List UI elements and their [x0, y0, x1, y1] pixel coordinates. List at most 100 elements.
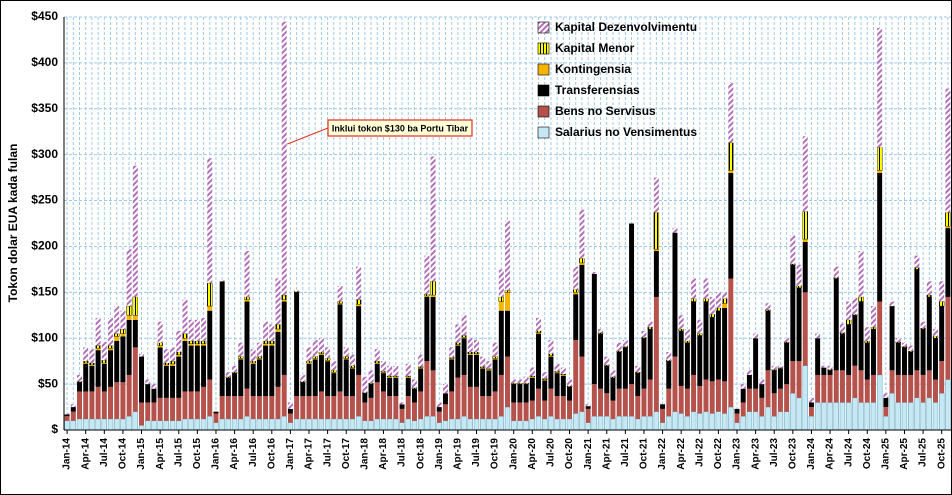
bar-segment [678, 328, 684, 332]
bar-segment [107, 418, 114, 431]
bar-segment [95, 318, 101, 346]
bar-segment [895, 341, 901, 344]
bar-segment [864, 402, 870, 431]
bar-segment [318, 353, 324, 355]
bar-segment [194, 343, 200, 346]
bar-segment [728, 278, 734, 408]
bar-segment [324, 358, 331, 361]
bar-segment [318, 391, 324, 419]
bar-segment [306, 347, 312, 362]
bar-segment [108, 386, 114, 419]
bar-segment [145, 402, 151, 421]
bar-segment [269, 340, 275, 344]
bar-segment [120, 336, 126, 383]
bar-segment [455, 418, 461, 431]
bar-segment [926, 397, 932, 431]
bar-segment [560, 396, 566, 419]
bar-segment [176, 420, 182, 431]
bar-segment [287, 402, 293, 409]
bar-segment [120, 418, 126, 431]
bar-segment [331, 373, 337, 397]
bar-segment [182, 340, 188, 392]
bar-segment [858, 296, 864, 302]
x-tick-label: Jan-17 [285, 438, 296, 470]
bar-segment [64, 414, 70, 417]
bar-segment [926, 281, 932, 296]
bar-segment [777, 368, 783, 389]
bar-segment [256, 356, 263, 359]
bar-segment [380, 373, 386, 392]
bar-segment [839, 332, 846, 334]
bar-segment [746, 370, 752, 375]
bar-segment [275, 329, 281, 332]
bar-segment [318, 351, 325, 355]
bar-segment [343, 347, 349, 357]
bar-segment [300, 396, 306, 419]
bar-segment [653, 411, 660, 431]
bar-segment [281, 374, 287, 417]
bar-segment [238, 418, 244, 431]
bar-segment [771, 365, 777, 370]
bar-segment [796, 397, 802, 431]
bar-segment [331, 370, 337, 373]
x-tick-label: Apr-22 [676, 438, 687, 470]
bar-segment [430, 156, 436, 282]
bar-segment [864, 379, 870, 403]
bar-segment [263, 321, 269, 341]
x-tick-label: Oct-16 [266, 438, 277, 470]
bar-segment [877, 301, 883, 375]
bar-segment [108, 318, 114, 346]
bar-segment [436, 411, 442, 423]
bar-segment [591, 272, 597, 274]
x-tick-label: Oct-21 [639, 438, 650, 470]
bar-segment [647, 321, 653, 328]
bar-segment [647, 416, 653, 431]
y-tick-label: $450 [31, 9, 58, 23]
bar-segment [914, 370, 920, 398]
bar-segment [207, 310, 213, 380]
bar-segment [250, 418, 256, 431]
bar-segment [225, 372, 231, 377]
x-tick-label: Oct-23 [787, 438, 798, 470]
bar-segment [101, 363, 107, 392]
bar-segment [715, 411, 722, 431]
bar-segment [591, 416, 598, 431]
bar-segment [430, 281, 436, 296]
bar-segment [505, 292, 510, 311]
bar-segment [895, 342, 901, 375]
bar-segment [374, 363, 380, 383]
bar-segment [784, 384, 790, 412]
bar-segment [523, 420, 529, 431]
bar-segment [684, 329, 690, 341]
bar-segment [163, 365, 169, 398]
bar-segment [567, 400, 573, 419]
bar-segment [200, 418, 207, 431]
bar-segment [442, 404, 448, 421]
bar-segment [932, 402, 939, 431]
bar-segment [926, 370, 932, 398]
bar-segment [300, 418, 306, 431]
bar-segment [542, 400, 548, 419]
bar-segment [182, 333, 188, 339]
bar-segment [393, 365, 399, 376]
bar-segment [194, 345, 200, 392]
bar-segment [300, 381, 306, 383]
x-tick-label: Oct-24 [862, 438, 873, 470]
x-tick-label: Jan-18 [359, 438, 370, 470]
bar-segment [126, 315, 132, 320]
bar-segment [827, 374, 833, 403]
x-tick-label: Apr-21 [601, 438, 612, 470]
bar-segment [697, 413, 703, 431]
bar-segment [461, 335, 467, 338]
bar-segment [362, 376, 368, 393]
bar-segment [325, 360, 331, 362]
bar-segment [337, 304, 343, 392]
bar-segment [95, 348, 101, 351]
legend-label: Kontingensia [555, 62, 631, 76]
bar-segment [101, 360, 107, 364]
bar-segment [318, 354, 324, 392]
bar-segment [920, 329, 926, 375]
bar-segment [579, 209, 585, 259]
bar-segment [585, 404, 591, 407]
bar-segment [535, 416, 542, 431]
